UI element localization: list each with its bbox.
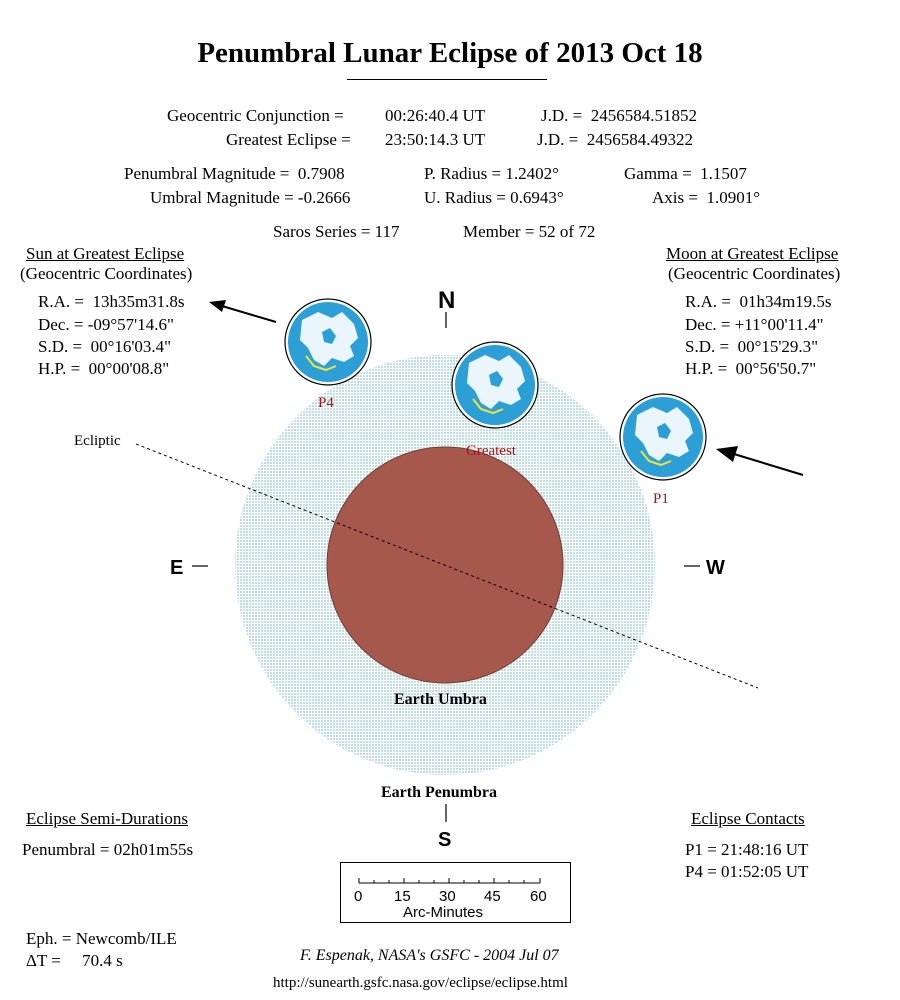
moon-ra: R.A. = 01h34m19.5s	[685, 292, 832, 311]
axis: Axis = 1.0901°	[652, 188, 761, 207]
sun-hp: H.P. = 00°00'08.8"	[38, 359, 170, 378]
sun-arrow-line	[221, 305, 277, 323]
delta-t: ΔT = 70.4 s	[26, 951, 123, 970]
compass-west: W	[706, 557, 725, 579]
u-radius: U. Radius = 0.6943°	[424, 188, 564, 207]
moon-sd: S.D. = 00°15'29.3"	[685, 337, 819, 356]
moon-p4	[284, 298, 372, 386]
p-radius: P. Radius = 1.2402°	[424, 164, 559, 183]
conjunction-time: 00:26:40.4 UT	[385, 106, 486, 125]
moon-p1-label: P1	[653, 491, 669, 507]
compass-east: E	[170, 557, 184, 579]
scale-tick-30: 30	[439, 888, 456, 905]
penumbral-magnitude: Penumbral Magnitude = 0.7908	[124, 164, 345, 183]
sun-sd: S.D. = 00°16'03.4"	[38, 337, 172, 356]
scale-tick-60: 60	[530, 888, 547, 905]
compass-south: S	[438, 829, 452, 851]
scale-tick-45: 45	[484, 888, 501, 905]
contact-p4: P4 = 01:52:05 UT	[685, 862, 809, 881]
moon-p1	[619, 393, 707, 481]
sun-heading: Sun at Greatest Eclipse	[26, 244, 185, 263]
arc-minute-scale: 0 15 30 45 60 Arc-Minutes	[340, 862, 571, 923]
semi-durations-heading: Eclipse Semi-Durations	[26, 809, 188, 828]
umbra-label: Earth Umbra	[394, 691, 487, 708]
conjunction-jd: J.D. = 2456584.51852	[541, 106, 697, 125]
moon-heading: Moon at Greatest Eclipse	[666, 244, 839, 263]
moon-greatest-label: Greatest	[466, 443, 516, 459]
gamma: Gamma = 1.1507	[624, 164, 747, 183]
compass-north: N	[438, 287, 456, 314]
scale-tick-15: 15	[394, 888, 411, 905]
sun-dec: Dec. = -09°57'14.6"	[38, 315, 174, 334]
umbral-magnitude: Umbral Magnitude = -0.2666	[150, 188, 351, 207]
greatest-jd: J.D. = 2456584.49322	[537, 130, 693, 149]
moon-dec: Dec. = +11°00'11.4"	[685, 315, 824, 334]
conjunction-label: Geocentric Conjunction =	[167, 106, 344, 125]
p1-arrow-head	[716, 446, 738, 462]
semi-duration-penumbral: Penumbral = 02h01m55s	[22, 840, 194, 859]
credit: F. Espenak, NASA's GSFC - 2004 Jul 07	[300, 947, 559, 964]
ephemeris: Eph. = Newcomb/ILE	[26, 929, 177, 948]
scale-unit-label: Arc-Minutes	[403, 904, 484, 921]
sun-ra: R.A. = 13h35m31.8s	[38, 292, 185, 311]
page-title: Penumbral Lunar Eclipse of 2013 Oct 18	[197, 37, 703, 69]
title-underline	[347, 79, 547, 80]
contacts-heading: Eclipse Contacts	[691, 809, 805, 828]
greatest-label: Greatest Eclipse =	[226, 130, 351, 149]
greatest-time: 23:50:14.3 UT	[385, 130, 486, 149]
moon-greatest	[451, 341, 539, 429]
moon-hp: H.P. = 00°56'50.7"	[685, 359, 817, 378]
scale-tick-0: 0	[354, 888, 363, 905]
penumbra-label: Earth Penumbra	[381, 784, 497, 801]
p1-arrow-line	[733, 453, 804, 476]
saros-member: Member = 52 of 72	[463, 222, 596, 241]
source-url[interactable]: http://sunearth.gsfc.nasa.gov/eclipse/ec…	[273, 975, 568, 991]
moon-p4-label: P4	[318, 395, 334, 411]
saros-series: Saros Series = 117	[273, 222, 400, 241]
sun-subheading: (Geocentric Coordinates)	[20, 264, 193, 283]
ecliptic-label: Ecliptic	[74, 433, 121, 449]
contact-p1: P1 = 21:48:16 UT	[685, 840, 809, 859]
moon-subheading: (Geocentric Coordinates)	[668, 264, 841, 283]
sun-arrow-head	[209, 300, 226, 312]
